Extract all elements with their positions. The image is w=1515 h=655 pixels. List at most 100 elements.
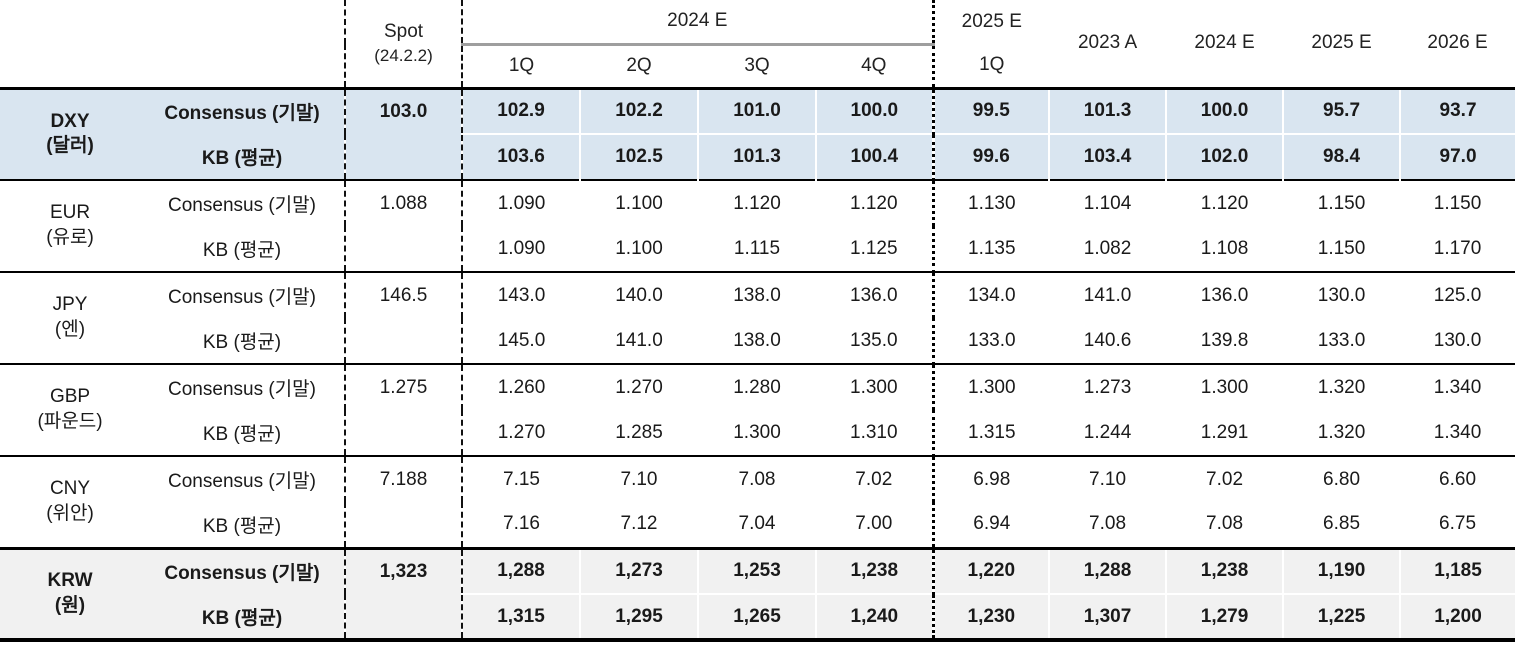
value-cell: 6.75 [1439,513,1477,535]
row-gbp-kb: KB (평균) 1.270 1.285 1.300 1.310 1.315 1.244 1.2… [0,410,1515,456]
row-cny-kb: KB (평균) 7.16 7.12 7.04 7.00 6.94 7.08 7.08 6.85 6… [0,502,1515,548]
header-blank-cell [0,0,345,90]
value-cell: 133.0 [931,318,1050,364]
value-cell: 99.6 [931,134,1051,180]
value-cell: 1.310 [850,421,898,443]
value-cell: 1,200 [1400,594,1515,640]
value-cell: 100.0 [816,88,934,135]
value-cell: 1.090 [497,192,546,214]
value-cell: 1,279 [1166,594,1285,640]
value-cell: 98.4 [1283,134,1402,180]
value-cell: 1.104 [1083,192,1132,214]
currency-code: DXY [50,110,90,132]
spot-empty [344,502,463,548]
value-cell: 1.340 [1433,376,1482,398]
value-cell: 1,230 [931,594,1051,640]
currency-korean-name: (달러) [46,135,94,157]
row-jpy-kb: KB (평균) 145.0 141.0 138.0 135.0 133.0 140.6 139… [0,318,1515,364]
row-type-label: KB (평균) [202,240,282,261]
value-cell: 1.280 [733,376,781,398]
value-cell: 1,220 [931,548,1051,595]
value-cell: 1.300 [850,376,898,398]
value-cell: 1.270 [497,421,546,443]
currency-cell-cny: CNY (위안) [0,456,140,548]
row-type-label: Consensus (기말) [140,88,345,134]
value-cell: 1.150 [1317,192,1366,214]
spot-value: 1,323 [344,548,463,594]
spot-value: 1.088 [344,180,463,226]
header-2025-1q: 1Q [931,44,1050,88]
value-cell: 1.270 [615,376,663,398]
currency-korean-name: (유로) [46,227,94,248]
value-cell: 1.170 [1433,237,1482,259]
value-cell: 135.0 [850,329,898,351]
row-krw-consensus: KRW (원) Consensus (기말) 1,323 1,288 1,273 1,253… [0,548,1515,642]
row-type-label: KB (평균) [202,515,282,537]
value-cell: 1.150 [1433,192,1482,214]
value-cell: 7.02 [1206,468,1244,490]
value-cell: 140.0 [615,284,663,306]
header-2025e-span: 2025 E [931,0,1050,44]
row-type-label: Consensus (기말) [140,548,345,594]
value-cell: 141.0 [1083,284,1132,306]
currency-korean-name: (엔) [54,319,86,340]
value-cell: 1,307 [1049,594,1168,640]
value-cell: 1.135 [931,226,1050,272]
row-type-label: KB (평균) [202,424,282,445]
value-cell: 1.100 [615,192,663,214]
value-cell: 1.273 [1083,376,1132,398]
value-cell: 97.0 [1400,134,1515,180]
currency-cell-dxy: DXY (달러) [0,88,140,180]
currency-code: EUR [49,202,91,224]
value-cell: 7.16 [503,513,540,535]
value-cell: 99.5 [931,88,1051,135]
value-cell: 1.090 [497,237,546,259]
header-2024-3q: 3Q [744,55,770,76]
header-spot: Spot (24.2.2) [344,0,463,90]
value-cell: 1.285 [615,421,663,443]
currency-code: GBP [49,386,91,408]
value-cell: 6.98 [931,456,1050,502]
value-cell: 7.00 [855,513,893,535]
value-cell: 136.0 [850,284,898,306]
value-cell: 103.6 [462,134,581,180]
spot-empty [344,318,463,364]
header-2024-1q: 1Q [508,55,535,76]
value-cell: 95.7 [1283,88,1402,135]
row-type-label: Consensus (기말) [168,287,316,308]
value-cell: 7.15 [503,468,540,490]
value-cell: 6.85 [1323,513,1361,535]
value-cell: 136.0 [1200,284,1249,306]
value-cell: 134.0 [931,272,1050,318]
row-eur-kb: KB (평균) 1.090 1.100 1.115 1.125 1.135 1.082 1.1… [0,226,1515,272]
value-cell: 139.8 [1200,329,1249,351]
value-cell: 101.3 [698,134,817,180]
value-cell: 101.0 [698,88,817,135]
spot-value: 146.5 [344,272,463,318]
currency-code: JPY [52,294,88,316]
currency-cell-jpy: JPY (엔) [0,272,140,364]
value-cell: 102.2 [580,88,699,135]
header-spot-date: (24.2.2) [374,45,433,65]
value-cell: 1.115 [733,237,781,259]
value-cell: 102.0 [1166,134,1285,180]
row-krw-kb: KB (평균) 1,315 1,295 1,265 1,240 1,230 1,307 1,2… [0,594,1515,640]
value-cell: 1.320 [1317,376,1366,398]
value-cell: 1.130 [931,180,1050,226]
value-cell: 1,288 [1049,548,1168,595]
value-cell: 1,288 [462,548,581,595]
value-cell: 143.0 [497,284,546,306]
currency-korean-name: (원) [54,594,86,616]
currency-korean-name: (위안) [46,502,94,524]
value-cell: 1,240 [816,594,934,640]
spot-empty [344,594,463,640]
value-cell: 1.291 [1200,421,1249,443]
value-cell: 1,185 [1400,548,1515,595]
value-cell: 100.4 [816,134,934,180]
header-2024-2q: 2Q [626,55,652,76]
currency-code: CNY [49,478,91,500]
value-cell: 1.244 [1083,421,1132,443]
value-cell: 7.02 [855,468,893,490]
